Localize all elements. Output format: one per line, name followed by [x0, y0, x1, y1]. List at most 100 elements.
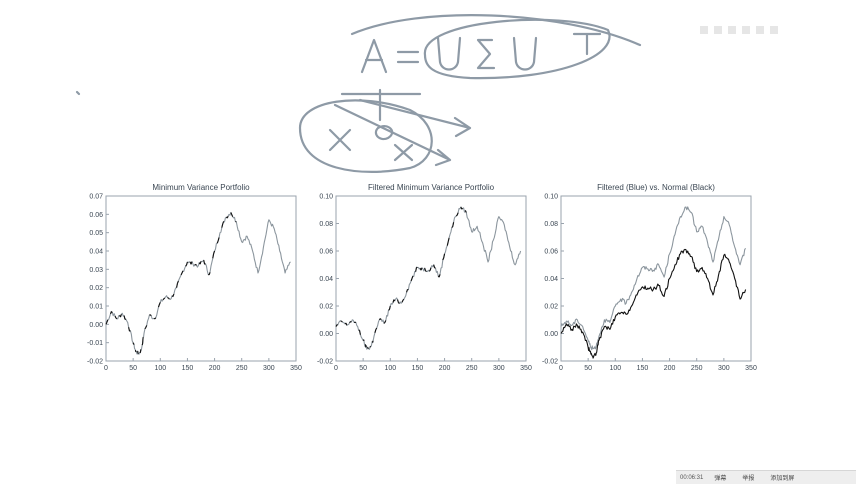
series-segment-black — [425, 270, 427, 272]
y-tick-label: 0.08 — [319, 221, 333, 228]
y-tick-label: 0.02 — [544, 304, 558, 311]
plot-frame — [105, 195, 297, 362]
ink-arc-top — [350, 14, 642, 47]
series-segment-black — [226, 215, 229, 219]
ink-arrow-1 — [358, 98, 472, 138]
y-tick-label: 0.04 — [319, 276, 333, 283]
player-status-bar: 00:06:31 弹幕 举报 添加到屏 — [676, 470, 856, 484]
ghost-icon-2 — [714, 26, 722, 34]
ink-letter-u1 — [436, 36, 462, 71]
series-segment-black — [456, 212, 459, 216]
series-segment-black — [433, 264, 436, 269]
ink-cross-2 — [393, 143, 414, 162]
y-tick-label: -0.01 — [87, 340, 103, 347]
series-segment-black — [411, 275, 414, 279]
series-segment-black — [406, 289, 408, 293]
series-segment-black — [194, 263, 196, 266]
series-segment-black — [410, 278, 413, 282]
series-segment-black — [451, 226, 454, 228]
chart-min-variance: Minimum Variance Portfolio 0 50 100 150 200 25… — [87, 183, 302, 372]
plot-frame — [560, 195, 752, 362]
x-tick-label: 350 — [290, 365, 302, 372]
x-tick-label: 350 — [520, 365, 532, 372]
y-tick-label: 0.06 — [544, 249, 558, 256]
series-segment-black — [393, 299, 396, 302]
series-segment-black — [384, 320, 387, 323]
ink-equals — [396, 50, 420, 64]
x-tick-label: 100 — [384, 365, 396, 372]
add-screen-button[interactable]: 添加到屏 — [770, 476, 795, 482]
series-segment-black — [176, 280, 179, 284]
danmaku-button[interactable]: 弹幕 — [714, 476, 727, 482]
series-segment-black — [341, 320, 343, 323]
ink-sigma — [476, 38, 496, 70]
series-segment-black — [374, 329, 377, 334]
series-segment-black — [158, 302, 161, 305]
series-segment-black — [181, 270, 184, 274]
series-segment-black — [212, 253, 215, 259]
series-segment-black — [438, 274, 441, 278]
series-segment-black — [180, 272, 183, 276]
y-tick-label: 0.00 — [319, 331, 333, 338]
series-segment-black — [123, 315, 126, 320]
x-tick-label: 250 — [236, 365, 248, 372]
y-tick-label: 0.04 — [544, 276, 558, 283]
series-segment-black — [455, 214, 458, 217]
series-line-normal — [560, 248, 747, 359]
y-tick-label: 0.02 — [319, 304, 333, 311]
series-segment-black — [154, 317, 157, 320]
series-segment-black — [379, 318, 382, 320]
series-segment-black — [185, 261, 188, 266]
chart-title: Filtered Minimum Variance Portfolio — [368, 183, 495, 192]
series-segment-black — [115, 317, 118, 320]
series-segment-black — [128, 327, 131, 332]
plot-frame — [335, 195, 527, 362]
series-segment-black — [185, 264, 187, 267]
series-segment-black — [442, 257, 445, 261]
y-tick-label: 0.05 — [89, 230, 103, 237]
y-tick-label: -0.02 — [317, 359, 333, 366]
x-tick-label: 200 — [439, 365, 451, 372]
series-segment-black — [216, 240, 219, 244]
y-tick-label: 0.03 — [89, 267, 103, 274]
series-segment-black — [199, 261, 202, 265]
chart-filtered-min-variance: Filtered Minimum Variance Portfolio 0 50 10… — [317, 183, 532, 372]
y-tick-label: 0.02 — [89, 285, 103, 292]
series-segment-black — [335, 324, 338, 327]
series-segment-black — [190, 261, 193, 265]
series-segment-black — [195, 264, 197, 266]
series-segment-black — [119, 314, 122, 318]
x-tick-label: 300 — [718, 365, 730, 372]
series-segment-black — [144, 327, 147, 330]
series-segment-black — [172, 293, 175, 297]
x-tick-label: 150 — [182, 365, 194, 372]
series-segment-black — [163, 297, 166, 300]
time-readout: 00:06:31 — [680, 474, 704, 481]
series-segment-black — [396, 299, 399, 303]
series-segment-black — [383, 322, 386, 324]
ink-letter-a — [360, 38, 388, 74]
x-tick-label: 300 — [263, 365, 275, 372]
series-segment-black — [106, 319, 109, 323]
y-tick-label: 0.08 — [544, 221, 558, 228]
series-segment-black — [149, 314, 152, 317]
series-segment-black — [398, 302, 400, 304]
y-tick-label: -0.02 — [542, 359, 558, 366]
x-tick-label: 250 — [466, 365, 478, 372]
series-segment-black — [105, 322, 108, 325]
series-segment-black — [203, 260, 206, 265]
series-segment-black — [464, 210, 467, 213]
x-tick-label: 150 — [637, 365, 649, 372]
x-tick-label: 150 — [412, 365, 424, 372]
x-tick-label: 350 — [745, 365, 757, 372]
ink-letter-t — [572, 32, 602, 56]
chart-title: Minimum Variance Portfolio — [152, 183, 250, 192]
series-line-filtered — [560, 206, 747, 351]
series-segment-black — [424, 267, 427, 272]
y-tick-label: -0.02 — [87, 359, 103, 366]
y-tick-label: 0.04 — [89, 249, 103, 256]
ink-center-blob — [374, 125, 394, 141]
series-segment-black — [388, 305, 391, 310]
report-button[interactable]: 举报 — [742, 476, 755, 482]
top-right-toolbar-ghost — [700, 22, 845, 38]
